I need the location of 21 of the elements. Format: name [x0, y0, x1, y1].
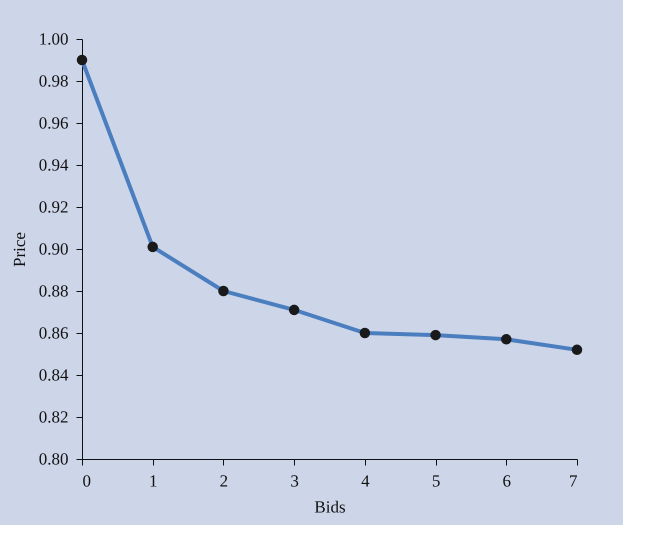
- y-axis-title: Price: [10, 232, 29, 267]
- y-tick-label: 0.84: [38, 366, 69, 384]
- y-tick-label: 0.96: [38, 114, 68, 132]
- y-tick-label: 0.90: [38, 240, 68, 258]
- x-tick-label: 6: [502, 472, 512, 490]
- x-tick-label: 5: [432, 472, 440, 490]
- y-tick-label: 0.94: [38, 156, 69, 174]
- x-tick-label: 2: [220, 472, 228, 490]
- x-tick-label: 4: [361, 472, 370, 490]
- y-tick-label: 1.00: [38, 30, 68, 48]
- x-tick-label: 3: [290, 472, 299, 490]
- x-tick-label: 1: [148, 472, 158, 490]
- x-axis-title: Bids: [314, 498, 346, 516]
- y-tick-label: 0.86: [38, 324, 68, 342]
- y-tick-label: 0.92: [38, 198, 68, 216]
- x-tick-label: 0: [82, 472, 91, 490]
- y-tick-label: 0.98: [38, 72, 68, 90]
- y-tick-label: 0.82: [38, 408, 68, 426]
- y-tick-label: 0.80: [38, 450, 68, 468]
- y-tick-label: 0.88: [38, 282, 68, 300]
- x-tick-label: 7: [569, 472, 578, 490]
